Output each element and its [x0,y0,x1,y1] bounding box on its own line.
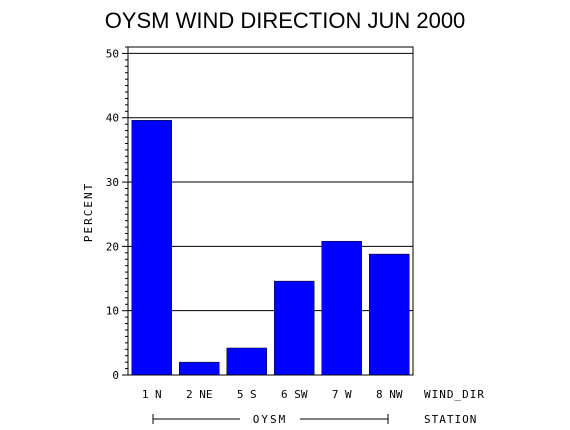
x-tick-label: 7 W [332,388,352,401]
x-tick-label: 2 NE [186,388,213,401]
gridlines [128,52,413,312]
plot-frame [127,46,414,376]
x-tick-label: 8 NW [376,388,403,401]
y-tick-label: 20 [106,240,119,253]
y-tick-label: 40 [106,112,119,125]
x-tick-label: 6 SW [281,388,308,401]
bars [131,120,410,376]
x-axis-label: WIND_DIR [424,388,485,401]
bar-6-sw [274,280,315,376]
y-axis: 0 10 20 30 40 50 [106,46,128,382]
y-tick-label: 30 [106,176,119,189]
station-group-label: OYSM [253,413,288,426]
y-tick-label: 0 [112,369,119,382]
bar-1-n [131,120,172,376]
y-axis-label: PERCENT [82,182,95,242]
bar-7-w [321,240,362,376]
bar-8-nw [369,253,410,376]
bar-2-ne [179,361,220,376]
x-tick-label: 5 S [237,388,257,401]
x-tick-label: 1 N [142,388,162,401]
y-tick-label: 50 [106,47,119,60]
bar-5-s [226,347,267,376]
y-tick-label: 10 [106,305,119,318]
station-bracket [152,414,389,424]
station-axis-label: STATION [424,413,477,426]
x-tick-labels: 1 N 2 NE 5 S 6 SW 7 W 8 NW [142,388,403,401]
chart-title: OYSM WIND DIRECTION JUN 2000 [105,8,466,33]
